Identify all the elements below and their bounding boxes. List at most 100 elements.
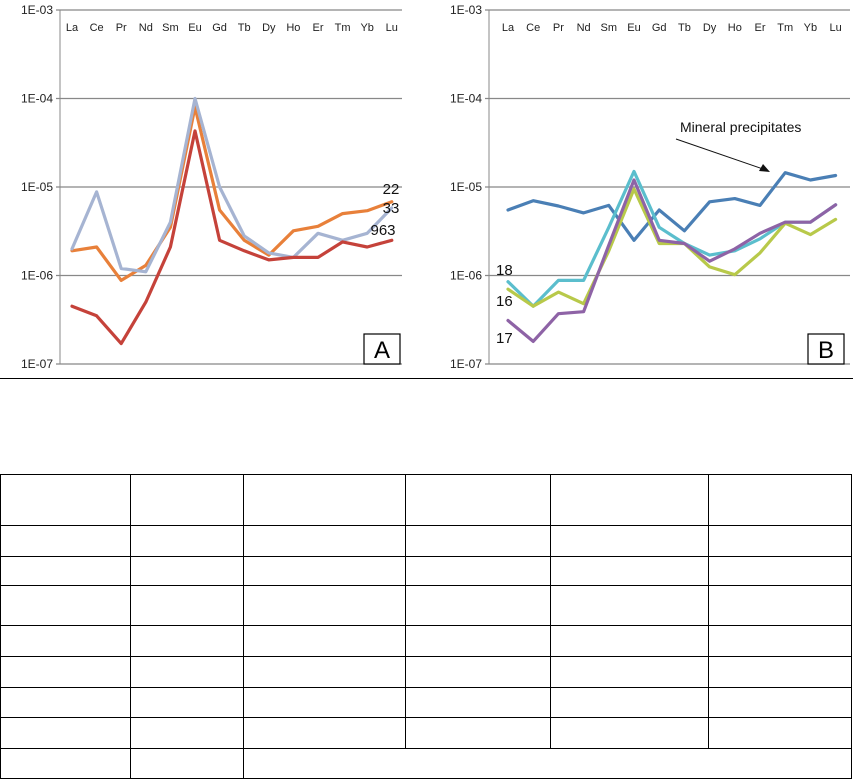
x-tick-label: Er — [755, 22, 766, 34]
table-row — [0, 656, 852, 688]
x-tick-label: Er — [313, 22, 324, 34]
table-cell — [405, 625, 551, 657]
x-tick-label: Yb — [360, 22, 373, 34]
table-cell — [243, 656, 406, 688]
table-row — [0, 585, 852, 626]
table-cell — [708, 687, 852, 718]
table-cell — [130, 687, 244, 718]
table-cell — [550, 556, 709, 586]
panel-label: B — [818, 337, 834, 364]
y-tick-label: 1E-03 — [21, 3, 53, 17]
table-row — [0, 717, 852, 749]
y-tick-label: 1E-06 — [450, 269, 482, 283]
y-tick-label: 1E-05 — [450, 180, 482, 194]
table-cell — [550, 525, 709, 557]
annotation-arrowhead — [759, 164, 770, 172]
table-row — [0, 748, 852, 779]
y-tick-label: 1E-04 — [450, 92, 482, 106]
ree-charts: 1E-03 1E-04 1E-05 1E-06 1E-07 La Ce Pr Nd Sm Eu Gd T… — [21, 3, 850, 371]
table-cell — [550, 656, 709, 688]
table-cell — [550, 717, 709, 749]
table-cell — [243, 625, 406, 657]
x-tick-label: Ho — [286, 22, 300, 34]
x-tick-label: La — [66, 22, 79, 34]
x-tick-label: Pr — [553, 22, 564, 34]
y-tick-label: 1E-07 — [21, 357, 53, 371]
x-tick-label: Dy — [703, 22, 717, 34]
table-cell — [243, 585, 406, 626]
table-cell — [0, 748, 131, 779]
x-tick-label: Tb — [678, 22, 691, 34]
table-cell — [243, 717, 406, 749]
table-cell — [550, 474, 709, 526]
x-tick-label: Gd — [212, 22, 227, 34]
series-label: 963 — [370, 222, 395, 239]
table-cell — [405, 474, 551, 526]
y-tick-label: 1E-05 — [21, 180, 53, 194]
x-tick-label: Tb — [238, 22, 251, 34]
table-cell — [0, 625, 131, 657]
figure-divider — [0, 378, 853, 379]
table-row — [0, 525, 852, 557]
table-row — [0, 687, 852, 718]
table-cell — [405, 585, 551, 626]
series-label: 22 — [383, 181, 400, 198]
x-tick-label: Nd — [577, 22, 591, 34]
series-line-963 — [70, 129, 394, 346]
table-cell — [708, 585, 852, 626]
panel-label-box — [363, 333, 401, 365]
x-tick-label: Eu — [188, 22, 201, 34]
table-cell — [243, 525, 406, 557]
annotation-arrow-line — [675, 138, 767, 171]
chart-panel-a: 1E-03 1E-04 1E-05 1E-06 1E-07 La Ce Pr Nd Sm Eu Gd T… — [21, 3, 402, 371]
x-tick-label: Yb — [804, 22, 817, 34]
table-row — [0, 556, 852, 586]
y-tick-label: 1E-06 — [21, 269, 53, 283]
series-label: 18 — [496, 262, 513, 279]
x-tick-label: Eu — [627, 22, 640, 34]
table-cell — [130, 525, 244, 557]
x-tick-label: Pr — [116, 22, 127, 34]
annotation-text: Mineral precipitates — [680, 119, 801, 135]
table-cell — [550, 687, 709, 718]
table-cell — [243, 748, 852, 779]
table-cell — [243, 687, 406, 718]
x-tick-label: Sm — [162, 22, 179, 34]
table-cell — [708, 656, 852, 688]
x-tick-label: Sm — [601, 22, 618, 34]
series-label: 33 — [383, 200, 400, 217]
table-cell — [708, 625, 852, 657]
series-line-33 — [70, 96, 394, 274]
table-cell — [130, 585, 244, 626]
table-cell — [0, 474, 131, 526]
table-cell — [708, 525, 852, 557]
x-tick-label: Lu — [386, 22, 398, 34]
table-cell — [405, 717, 551, 749]
table-cell — [0, 717, 131, 749]
table-cell — [708, 474, 852, 526]
table-row — [0, 474, 852, 526]
table-cell — [243, 474, 406, 526]
panel-label-box — [807, 333, 845, 365]
x-tick-label: Ce — [526, 22, 540, 34]
series-line-22 — [70, 105, 394, 282]
table-cell — [130, 748, 244, 779]
chart-panel-b: 1E-03 1E-04 1E-05 1E-06 1E-07 La Ce Pr Nd Sm Eu Gd T… — [450, 3, 850, 371]
x-tick-label: Tm — [777, 22, 793, 34]
x-tick-label: Dy — [262, 22, 276, 34]
table-cell — [130, 717, 244, 749]
table-cell — [550, 625, 709, 657]
y-tick-label: 1E-04 — [21, 92, 53, 106]
x-tick-label: La — [502, 22, 515, 34]
table-cell — [130, 556, 244, 586]
x-tick-label: Lu — [829, 22, 841, 34]
y-tick-label: 1E-07 — [450, 357, 482, 371]
x-tick-label: Ho — [728, 22, 742, 34]
data-table — [0, 474, 852, 779]
table-cell — [405, 687, 551, 718]
table-cell — [0, 656, 131, 688]
table-cell — [130, 625, 244, 657]
series-line-17 — [506, 178, 838, 343]
table-cell — [0, 585, 131, 626]
table-cell — [0, 525, 131, 557]
